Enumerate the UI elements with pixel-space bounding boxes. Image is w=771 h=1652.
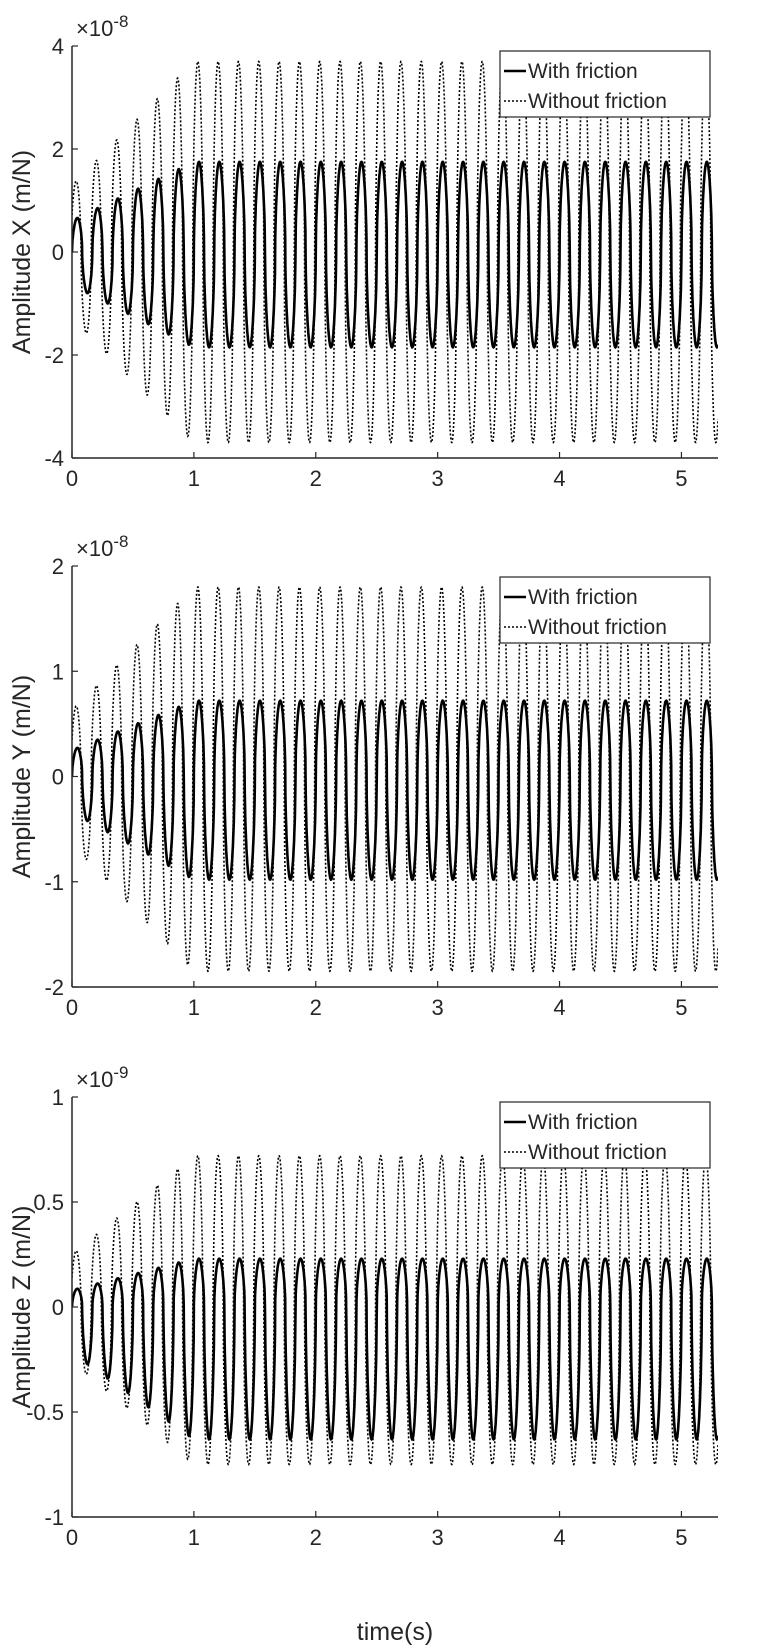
x-tick-label: 1: [188, 1525, 200, 1550]
y-tick-label: -2: [44, 343, 64, 368]
legend: With friction Without friction: [499, 1101, 711, 1169]
x-tick-label: 2: [310, 1525, 322, 1550]
y-axis-label: Amplitude Y (m/N): [8, 675, 36, 878]
y-tick-label: 1: [52, 659, 64, 684]
x-tick-label: 3: [432, 995, 444, 1020]
x-tick-label: 0: [66, 466, 78, 491]
exponent-label: ×10-9: [76, 1063, 128, 1092]
exponent-label: ×10-8: [76, 12, 128, 41]
series-line-with-friction: [72, 699, 718, 882]
x-tick-label: 4: [553, 466, 565, 491]
y-tick-label: 2: [52, 554, 64, 579]
legend-label: With friction: [528, 1111, 638, 1134]
legend-box: [499, 576, 711, 644]
y-tick-label: 0.5: [33, 1190, 64, 1215]
legend-label: Without friction: [528, 90, 667, 113]
x-tick-label: 3: [432, 1525, 444, 1550]
y-axis-label: Amplitude Z (m/N): [8, 1206, 36, 1409]
x-tick-label: 4: [553, 995, 565, 1020]
legend-label: Without friction: [528, 616, 667, 639]
y-tick-label: -1: [44, 870, 64, 895]
series-line-without-friction: [72, 585, 718, 973]
y-tick-label: 0: [52, 1295, 64, 1320]
y-tick-label: 4: [52, 34, 64, 59]
y-tick-label: 0: [52, 240, 64, 265]
y-tick-label: 0: [52, 765, 64, 790]
y-axis-label: Amplitude X (m/N): [8, 150, 36, 354]
legend-box: [499, 50, 711, 118]
y-tick-label: -4: [44, 446, 64, 471]
x-tick-label: 2: [310, 995, 322, 1020]
x-axis-label: time(s): [357, 1618, 433, 1646]
series-line-without-friction: [72, 60, 718, 444]
x-tick-label: 5: [675, 995, 687, 1020]
legend-label: With friction: [528, 60, 638, 83]
chart-panel-3: 0 1 2 3 4 5 -1 -0.5 0 0.5 1 ×10-9 Amplitude Z (m/N) W…: [8, 1063, 718, 1550]
x-tick-label: 3: [432, 466, 444, 491]
x-tick-label: 5: [675, 466, 687, 491]
x-tick-label: 2: [310, 466, 322, 491]
legend: With friction Without friction: [499, 576, 711, 644]
x-tick-label: 0: [66, 1525, 78, 1550]
x-tick-label: 5: [675, 1525, 687, 1550]
legend-label: With friction: [528, 586, 638, 609]
x-tick-label: 0: [66, 995, 78, 1020]
legend-box: [499, 1101, 711, 1169]
chart-panel-2: 0 1 2 3 4 5 -2 -1 0 1 2 ×10-8 Amplitude Y (m/N) With …: [8, 532, 718, 1020]
y-tick-label: -0.5: [26, 1400, 64, 1425]
x-tick-label: 1: [188, 466, 200, 491]
y-tick-label: 1: [52, 1085, 64, 1110]
x-tick-label: 1: [188, 995, 200, 1020]
y-tick-label: -2: [44, 975, 64, 1000]
legend: With friction Without friction: [499, 50, 711, 118]
y-tick-label: -1: [44, 1505, 64, 1530]
x-tick-label: 4: [553, 1525, 565, 1550]
legend-label: Without friction: [528, 1141, 667, 1164]
exponent-label: ×10-8: [76, 532, 128, 561]
chart-panel-1: 0 1 2 3 4 5 -4 -2 0 2 4 ×10-8 Amplitude X (m/N) With …: [8, 12, 718, 491]
y-tick-label: 2: [52, 137, 64, 162]
series-line-with-friction: [72, 160, 718, 350]
